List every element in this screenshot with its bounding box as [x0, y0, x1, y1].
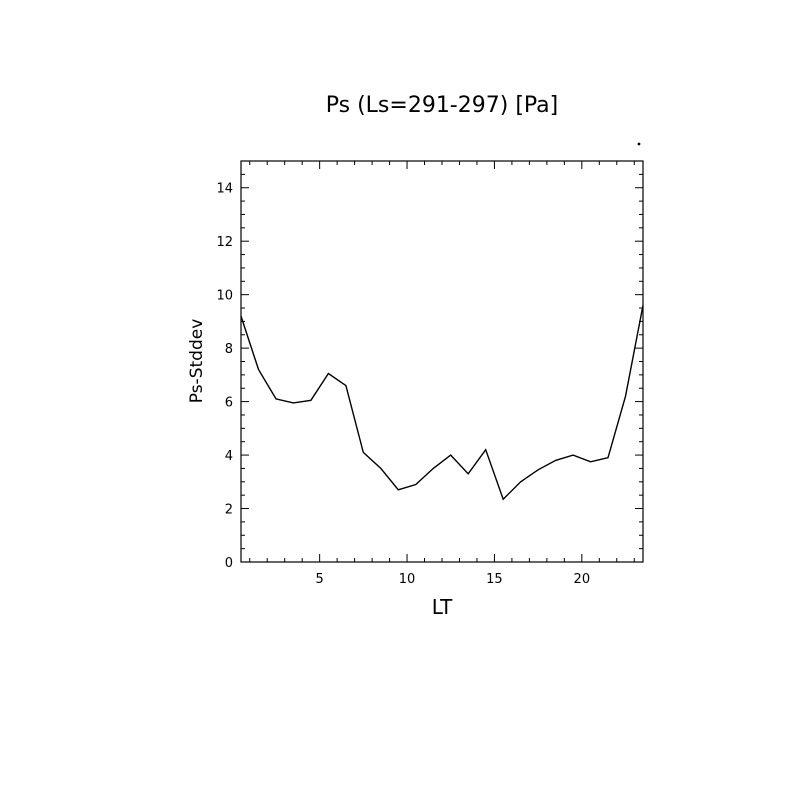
x-axis-label: LT — [432, 595, 453, 619]
series-line — [240, 305, 644, 501]
chart-title: Ps (Ls=291-297) [Pa] — [326, 93, 559, 118]
x-tick-label: 15 — [486, 572, 503, 587]
x-tick-label: 5 — [316, 572, 324, 587]
plot-frame — [240, 160, 644, 563]
y-tick-label: 4 — [225, 449, 233, 464]
axis-ticks — [241, 161, 643, 562]
y-axis-label: Ps-Stddev — [187, 319, 207, 404]
y-tick-label: 8 — [225, 342, 233, 357]
y-tick-label: 0 — [225, 556, 233, 571]
y-tick-label: 10 — [216, 289, 233, 304]
corner-dot — [637, 142, 641, 146]
y-tick-label: 12 — [216, 235, 233, 250]
series-layer — [240, 305, 644, 501]
x-tick-label: 20 — [574, 572, 591, 587]
x-tick-label: 10 — [399, 572, 416, 587]
tick-labels: 5 10 15 20 0 2 4 6 8 10 12 14 — [216, 182, 590, 587]
y-tick-label: 6 — [225, 396, 233, 411]
y-tick-label: 2 — [225, 503, 233, 518]
y-tick-label: 14 — [216, 182, 233, 197]
